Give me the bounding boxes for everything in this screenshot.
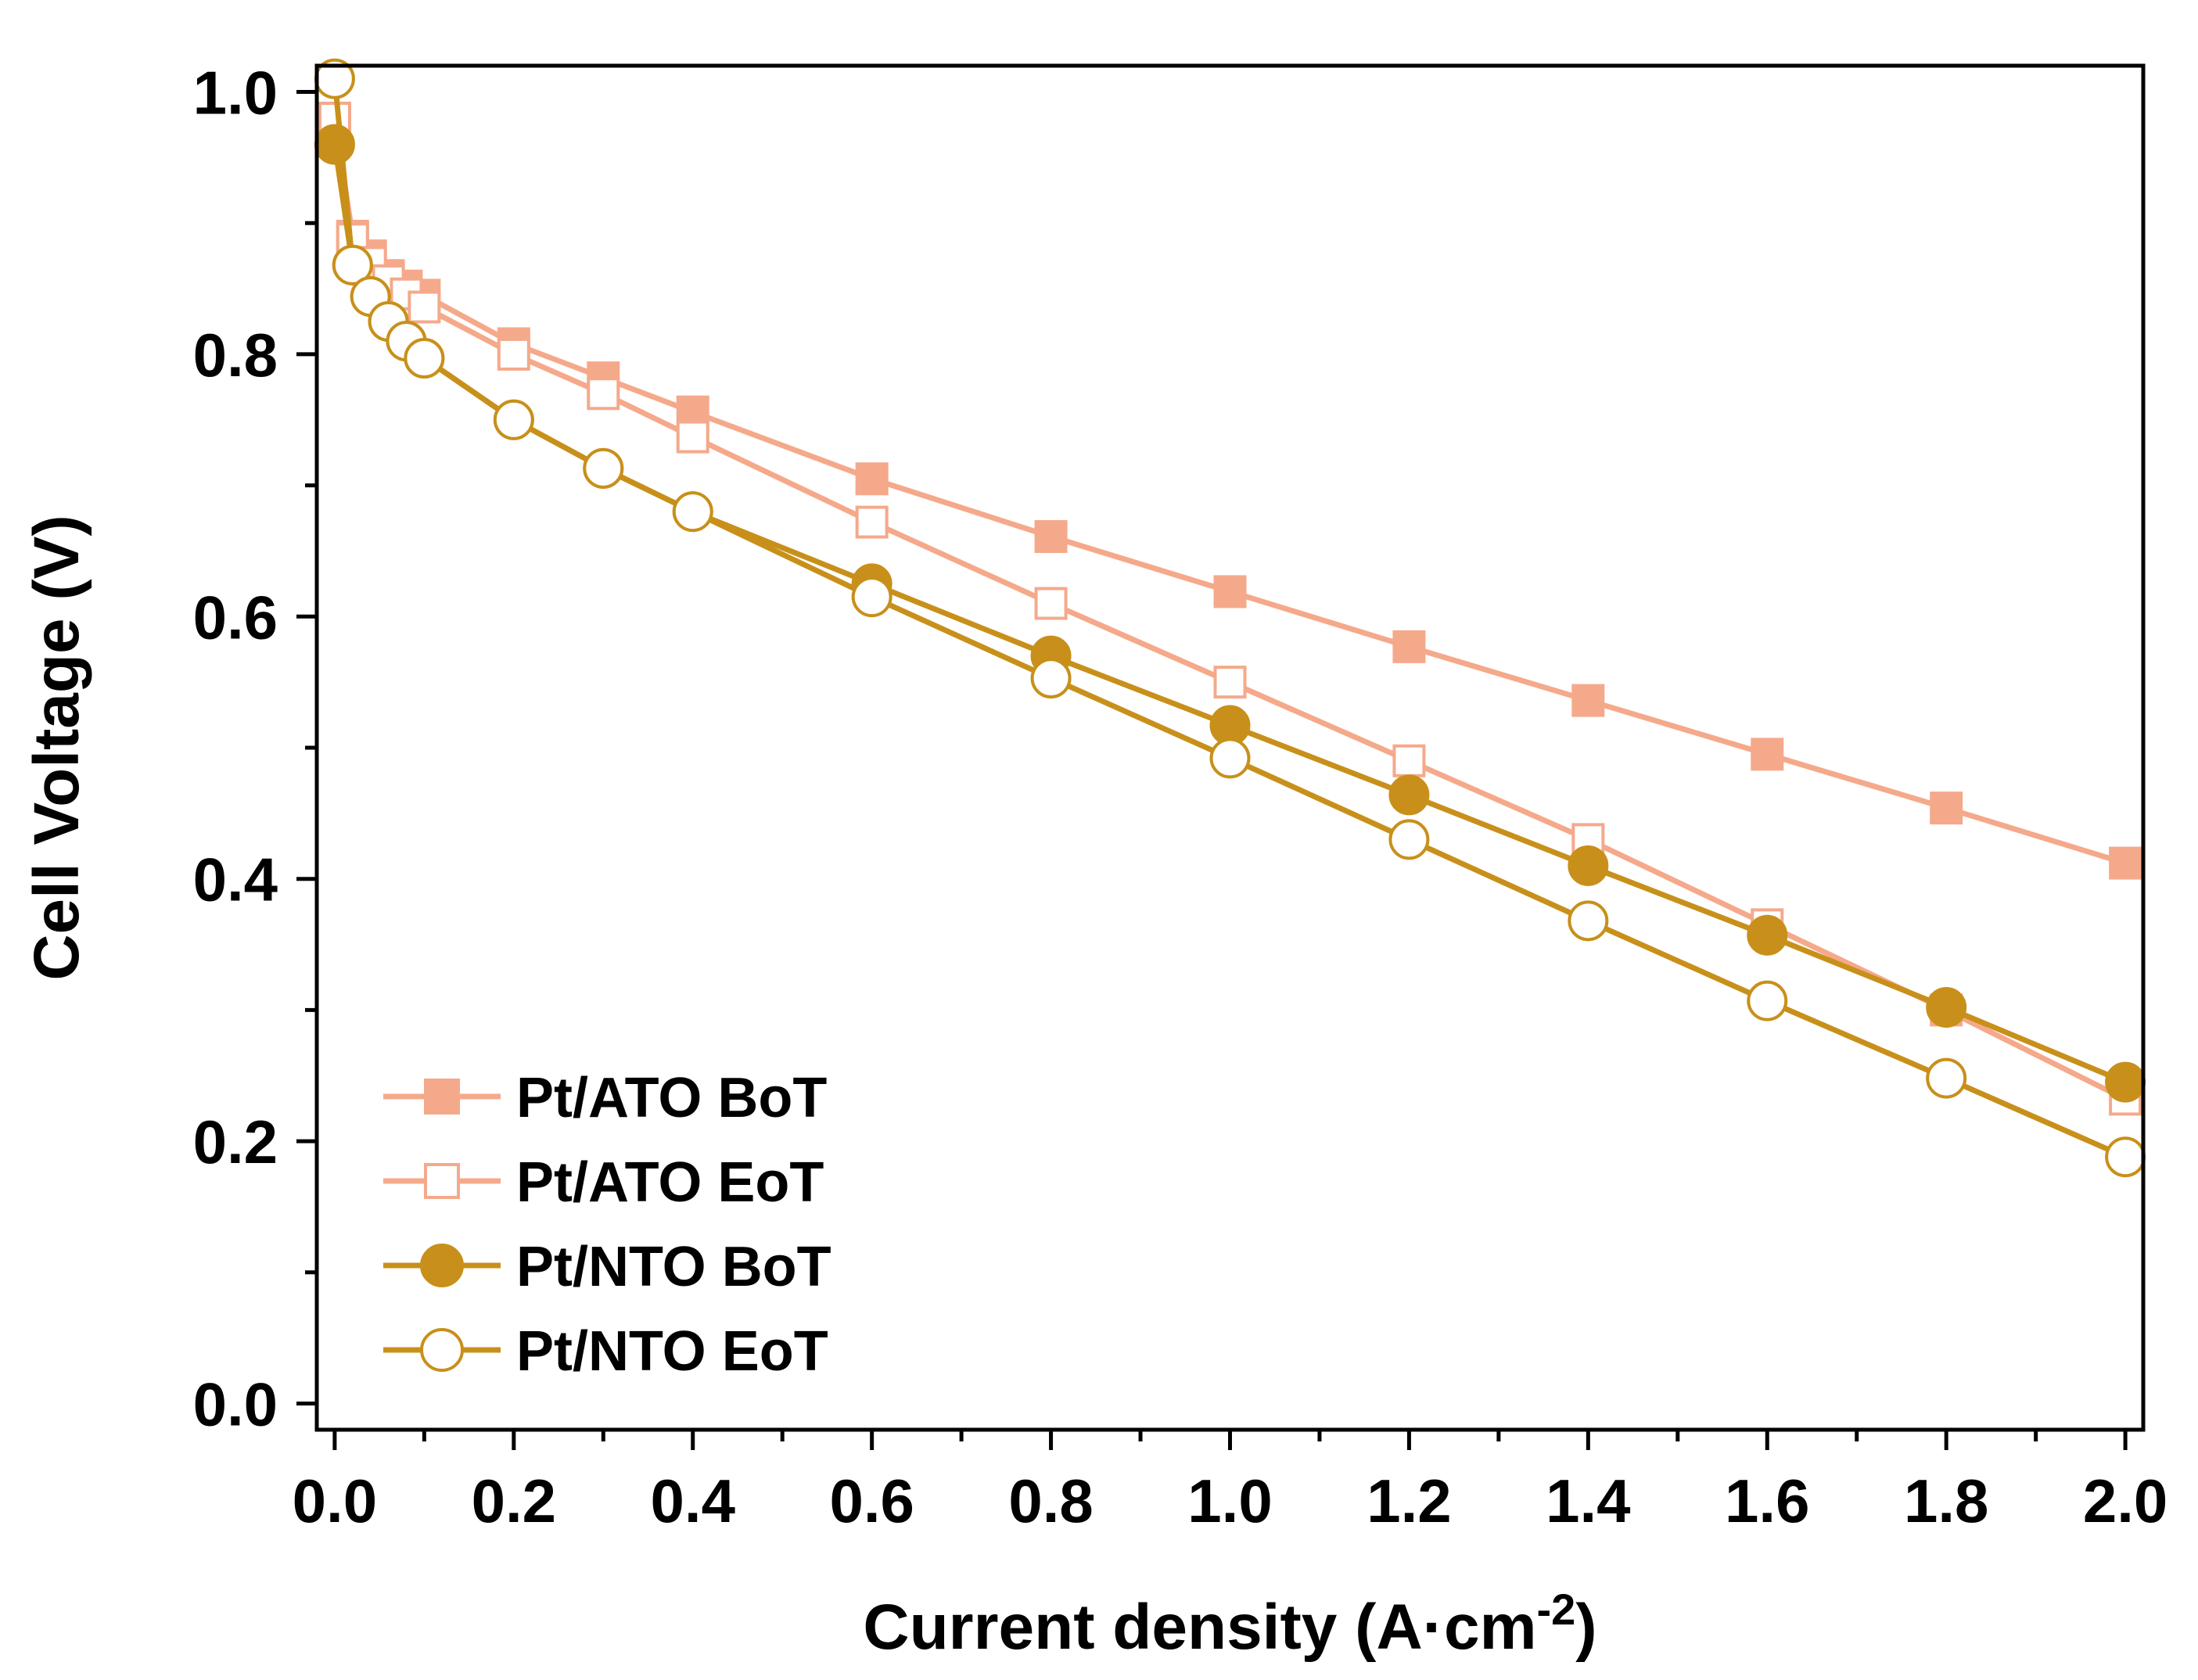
x-tick-label: 0.8 (1008, 1466, 1093, 1535)
legend-swatch-marker (424, 1079, 460, 1115)
legend-item: Pt/NTO EoT (383, 1320, 828, 1383)
legend-label: Pt/ATO BoT (516, 1067, 827, 1129)
data-point (1926, 1057, 1967, 1099)
x-tick-label: 1.8 (1904, 1466, 1988, 1535)
series-pt-ato-eot (318, 102, 2142, 1116)
data-point (583, 447, 624, 489)
series-pt-nto-bot (314, 124, 2146, 1103)
x-axis: 0.0 0.2 0.4 0.6 0.8 1.0 1.2 1.4 1.6 1.8 2.0 (293, 1430, 2167, 1535)
x-tick-label: 1.6 (1725, 1466, 1809, 1535)
data-point (676, 420, 709, 454)
series-pt-nto-eot (314, 58, 2146, 1178)
x-axis-title-superscript: -2 (1537, 1585, 1576, 1634)
series-line (332, 117, 2127, 1102)
data-point (1392, 630, 1426, 663)
data-point (1930, 792, 1963, 825)
data-point (1568, 900, 1609, 942)
data-point (855, 505, 889, 539)
y-axis: 0.0 0.2 0.4 0.6 0.8 1.0 (193, 59, 317, 1438)
data-point (851, 576, 892, 618)
data-point (2105, 1061, 2146, 1103)
x-tick-label: 0.4 (651, 1466, 735, 1535)
data-point (1926, 987, 1967, 1028)
data-point (2105, 1136, 2146, 1178)
x-axis-title-main: Current density (A·cm (863, 1592, 1536, 1663)
data-point (587, 377, 620, 411)
x-tick-label: 0.0 (293, 1466, 377, 1535)
legend-label: Pt/NTO EoT (516, 1320, 828, 1383)
legend-swatch-marker (420, 1244, 464, 1287)
data-point (1030, 658, 1072, 699)
legend-item: Pt/NTO BoT (383, 1236, 831, 1298)
x-tick-label: 1.2 (1367, 1466, 1451, 1535)
legend-label: Pt/NTO BoT (516, 1236, 831, 1298)
data-point (1209, 738, 1251, 779)
data-point (1571, 684, 1605, 717)
data-point (1034, 520, 1068, 554)
data-point (408, 290, 441, 324)
data-point (1747, 980, 1788, 1021)
y-tick-label: 0.2 (193, 1107, 278, 1176)
series-line (332, 78, 2127, 1160)
data-point (2109, 846, 2142, 880)
data-point (1388, 774, 1430, 816)
data-point (1213, 666, 1247, 699)
legend: Pt/ATO BoT Pt/ATO EoT Pt/NTO BoT Pt/NTO EoT (383, 1067, 831, 1383)
legend-label: Pt/ATO EoT (516, 1151, 824, 1214)
y-tick-label: 0.4 (193, 845, 278, 914)
data-point (497, 337, 530, 371)
data-point (1213, 575, 1247, 608)
y-tick-label: 1.0 (193, 59, 278, 127)
data-point (1568, 845, 1609, 886)
legend-swatch-marker (420, 1328, 464, 1372)
legend-item: Pt/ATO BoT (383, 1067, 827, 1129)
legend-swatch-marker (424, 1163, 460, 1199)
data-point (1392, 744, 1426, 777)
y-tick-label: 0.0 (193, 1369, 278, 1438)
x-tick-label: 1.4 (1546, 1466, 1630, 1535)
x-tick-label: 0.2 (472, 1466, 556, 1535)
data-point (404, 337, 445, 379)
data-point (672, 491, 713, 533)
legend-item: Pt/ATO EoT (383, 1151, 824, 1214)
y-tick-label: 0.6 (193, 583, 278, 652)
data-point (1751, 738, 1784, 771)
data-point (493, 399, 534, 440)
data-point (332, 244, 373, 285)
y-tick-label: 0.8 (193, 321, 278, 389)
data-point (1388, 819, 1430, 860)
x-tick-label: 2.0 (2083, 1466, 2167, 1535)
data-point (855, 462, 889, 496)
series-layer (314, 58, 2146, 1178)
x-tick-label: 0.6 (829, 1466, 914, 1535)
x-axis-title-close: ) (1575, 1592, 1596, 1663)
data-point (314, 124, 355, 165)
x-axis-title: Current density (A·cm-2) (863, 1585, 1596, 1664)
series-line (332, 144, 2127, 1085)
data-point (1034, 587, 1068, 620)
data-point (1747, 914, 1788, 956)
x-tick-label: 1.0 (1187, 1466, 1272, 1535)
y-axis-title: Cell Voltage (V) (21, 515, 92, 980)
